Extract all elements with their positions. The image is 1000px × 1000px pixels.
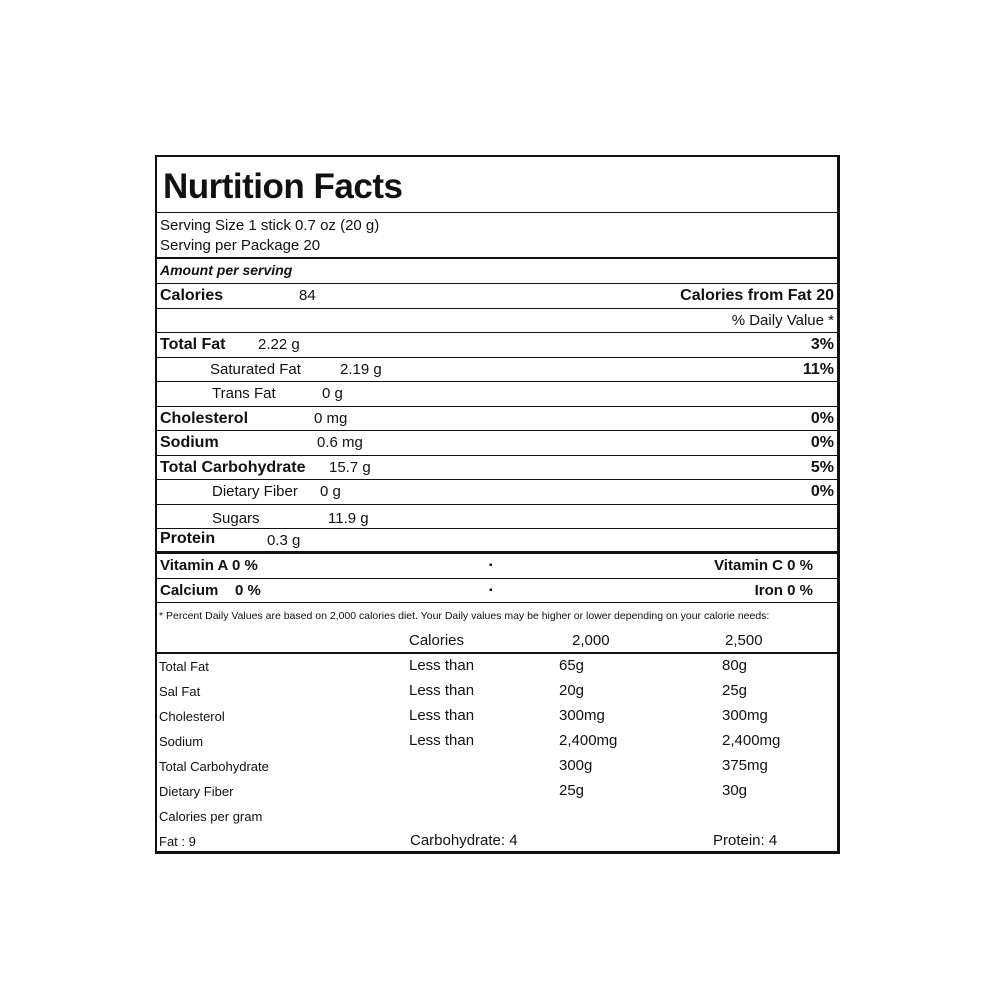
nutrient-label: Total Fat (160, 336, 226, 353)
footnote: * Percent Daily Values are based on 2,00… (159, 610, 770, 622)
dv-table-cell: Less than (409, 707, 475, 724)
nutrient-dv: 3% (810, 336, 834, 353)
nutrient-label: Saturated Fat (210, 360, 301, 378)
servings-per-package: Serving per Package 20 (160, 237, 321, 254)
nutrient-row: Trans Fat 0 g (157, 382, 837, 407)
page-title: Nurtition Facts (163, 167, 403, 206)
dv-table-cell: 300g (559, 757, 593, 774)
nutrient-dv: 0% (810, 483, 834, 500)
dv-table-cell: Less than (409, 682, 475, 699)
nutrient-amount: 2.19 g (340, 360, 382, 378)
dv-table-cell: 65g (559, 657, 585, 674)
nutrient-label: Cholesterol (160, 409, 249, 427)
dv-table-row: Sal Fat Less than 20g 25g (157, 679, 837, 704)
carb-calories-per-gram: Carbohydrate: 4 (410, 832, 518, 849)
dv-table-row: Total Carbohydrate 300g 375mg (157, 754, 837, 779)
calories-per-gram-label: Calories per gram (159, 809, 263, 824)
nutrient-row: Sodium 0.6 mg 0% (157, 431, 837, 456)
dv-table-cell: Total Fat (159, 659, 209, 674)
dv-table-row: Sodium Less than 2,400mg 2,400mg (157, 729, 837, 754)
dv-table-cell: Sal Fat (159, 684, 201, 699)
fat-calories-per-gram: Fat : 9 (159, 834, 196, 849)
calories-per-gram-values: Fat : 9 Carbohydrate: 4 Protein: 4 (157, 829, 837, 854)
dv-table-header: Calories 2,000 2,500 (157, 629, 837, 654)
dv-table-cell: 300mg (559, 707, 605, 724)
nutrient-row: Dietary Fiber 0 g 0% (157, 480, 837, 505)
dv-table-cell: Sodium (159, 734, 204, 749)
nutrient-dv: 0% (810, 434, 834, 451)
vitamin-c: Vitamin C 0 % (714, 557, 813, 574)
title-row: Nurtition Facts (157, 157, 837, 213)
dv-table-row: Dietary Fiber 25g 30g (157, 779, 837, 804)
vitamin-row: Calcium 0 % ▪ Iron 0 % (157, 579, 837, 603)
dv-table-cell: 375mg (722, 757, 768, 774)
nutrition-facts-label: Nurtition Facts Serving Size 1 stick 0.7… (155, 155, 840, 854)
dv-table-cell: 20g (559, 682, 585, 699)
dv-table-cell: 2,400mg (722, 732, 781, 749)
nutrient-label: Sugars (212, 509, 260, 527)
nutrient-amount: 0 mg (314, 409, 348, 427)
calories-row: Calories 84 Calories from Fat 20 (157, 284, 837, 309)
vitamin-a: Vitamin A 0 % (160, 557, 258, 574)
dv-table-row: Cholesterol Less than 300mg 300mg (157, 704, 837, 729)
dv-table-cell: 2,400mg (559, 732, 618, 749)
bullet-separator: ▪ (489, 560, 493, 571)
vitamin-row: Vitamin A 0 % ▪ Vitamin C 0 % (157, 554, 837, 579)
calcium: Calcium 0 % (160, 581, 261, 599)
daily-value-header-row: % Daily Value * (157, 309, 837, 333)
nutrient-label: Sodium (160, 434, 219, 451)
nutrient-dv: 0% (810, 409, 834, 427)
nutrient-row: Protein 0.3 g (157, 529, 837, 554)
amount-per-serving-row: Amount per serving (157, 259, 837, 284)
nutrient-amount: 2.22 g (258, 336, 300, 353)
dv-table-cell: 30g (722, 782, 748, 799)
serving-size: Serving Size 1 stick 0.7 oz (20 g) (160, 217, 380, 234)
daily-value-header: % Daily Value * (731, 311, 834, 329)
calories-from-fat: Calories from Fat 20 (680, 287, 834, 304)
dv-table-row: Total Fat Less than 65g 80g (157, 654, 837, 679)
protein-calories-per-gram: Protein: 4 (713, 832, 778, 849)
amount-per-serving: Amount per serving (160, 262, 293, 278)
nutrient-dv: 5% (810, 458, 834, 476)
footnote-row: * Percent Daily Values are based on 2,00… (157, 603, 837, 629)
nutrient-amount: 0 g (322, 385, 343, 402)
calories-per-gram-row: Calories per gram (157, 804, 837, 829)
nutrient-amount: 15.7 g (329, 458, 371, 476)
nutrient-label: Dietary Fiber (212, 483, 298, 500)
dv-table-cell: Less than (409, 657, 475, 674)
nutrient-label: Total Carbohydrate (160, 458, 306, 476)
nutrient-row: Total Carbohydrate 15.7 g 5% (157, 456, 837, 480)
nutrient-amount: 11.9 g (328, 509, 369, 527)
nutrient-amount: 0 g (320, 483, 341, 500)
dv-header-2000: 2,000 (572, 632, 610, 649)
dv-table-cell: Dietary Fiber (159, 784, 234, 799)
dv-table-cell: 300mg (722, 707, 768, 724)
nutrient-amount: 0.6 mg (317, 434, 363, 451)
dv-table-cell: 25g (559, 782, 585, 799)
dv-table-cell: Less than (409, 732, 475, 749)
dv-table-cell: Total Carbohydrate (159, 759, 269, 774)
nutrient-dv: 11% (802, 360, 834, 378)
nutrient-label: Protein (160, 530, 216, 547)
dv-table-cell: 80g (722, 657, 748, 674)
serving-info: Serving Size 1 stick 0.7 oz (20 g) Servi… (157, 213, 837, 259)
nutrient-amount: 0.3 g (267, 532, 301, 549)
iron: Iron 0 % (754, 581, 813, 599)
nutrient-label: Trans Fat (212, 385, 276, 402)
calories-value: 84 (299, 287, 316, 304)
dv-header-2500: 2,500 (725, 632, 763, 649)
dv-header-calories: Calories (409, 632, 465, 649)
bullet-separator: ▪ (489, 584, 493, 596)
nutrient-row: Total Fat 2.22 g 3% (157, 333, 837, 358)
nutrient-row: Cholesterol 0 mg 0% (157, 407, 837, 431)
dv-table-cell: 25g (722, 682, 748, 699)
nutrient-row: Saturated Fat 2.19 g 11% (157, 358, 837, 382)
calories-label: Calories (160, 287, 224, 304)
nutrient-row: Sugars 11.9 g (157, 505, 837, 529)
dv-table-cell: Cholesterol (159, 709, 225, 724)
